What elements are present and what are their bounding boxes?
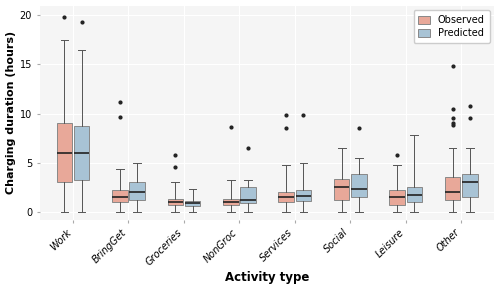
X-axis label: Activity type: Activity type (225, 271, 310, 284)
Y-axis label: Charging duration (hours): Charging duration (hours) (6, 31, 16, 194)
PathPatch shape (168, 199, 183, 205)
PathPatch shape (351, 174, 366, 197)
PathPatch shape (130, 182, 145, 200)
PathPatch shape (278, 192, 294, 202)
PathPatch shape (296, 190, 311, 201)
PathPatch shape (56, 123, 72, 182)
PathPatch shape (462, 174, 477, 197)
PathPatch shape (112, 190, 128, 202)
PathPatch shape (74, 126, 90, 180)
PathPatch shape (334, 179, 349, 200)
PathPatch shape (184, 201, 200, 206)
Legend: Observed, Predicted: Observed, Predicted (414, 10, 490, 43)
PathPatch shape (240, 187, 256, 203)
PathPatch shape (406, 187, 422, 202)
PathPatch shape (445, 177, 460, 200)
PathPatch shape (223, 199, 238, 205)
PathPatch shape (390, 190, 405, 205)
